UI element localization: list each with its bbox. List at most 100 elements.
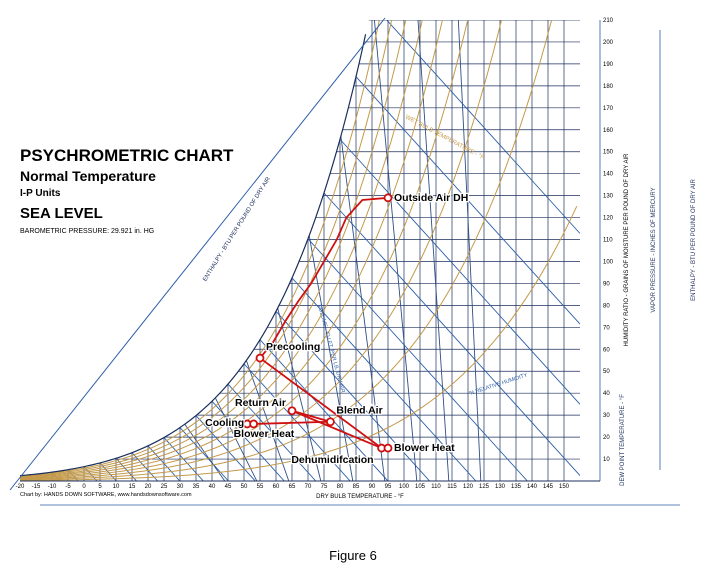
x-tick-label: 10: [113, 484, 120, 490]
state-point-label: Blower Heat: [234, 428, 295, 440]
y-tick-label: 200: [603, 40, 614, 46]
chart-subtitle: Normal Temperature: [20, 168, 156, 184]
process-segment: [259, 357, 383, 449]
x-tick-label: -10: [48, 484, 57, 490]
relative-humidity-curve: [20, 20, 578, 479]
y-tick-label: 190: [603, 62, 614, 68]
process-line-outside-precool: [259, 196, 389, 359]
x-tick-label: 140: [527, 484, 538, 490]
x-tick-label: 115: [447, 484, 457, 490]
wet-bulb-line: [323, 192, 580, 476]
relative-humidity-curve: [20, 20, 578, 480]
volume-line: [275, 301, 322, 481]
x-tick-label: 70: [305, 484, 312, 490]
chart-title: PSYCHROMETRIC CHART: [20, 146, 234, 165]
y-tick-label: 100: [603, 259, 614, 265]
y-tick-label: 10: [603, 457, 610, 463]
y-tick-label: 80: [603, 303, 610, 309]
x-tick-label: -15: [32, 484, 41, 490]
x-axis-label: DRY BULB TEMPERATURE - °F: [316, 494, 404, 500]
y-tick-label: 30: [603, 413, 610, 419]
x-tick-label: 45: [225, 484, 232, 490]
state-point-label: Cooling: [205, 417, 244, 429]
y-axis-label: HUMIDITY RATIO - GRAINS OF MOISTURE PER …: [624, 153, 630, 347]
y-tick-label: 140: [603, 172, 614, 178]
x-tick-label: 125: [479, 484, 490, 490]
state-point-label: Precooling: [266, 341, 320, 353]
y-tick-label: 90: [603, 281, 610, 287]
state-point-label: Blower Heat: [394, 442, 455, 454]
y-tick-label: 120: [603, 216, 614, 222]
volume-line: [403, 20, 450, 481]
relative-humidity-curve: [20, 20, 578, 478]
enthalpy-right-label: ENTHALPY - BTU PER POUND OF DRY AIR: [691, 178, 697, 300]
x-tick-label: 65: [289, 484, 296, 490]
state-point-label: Outside Air DH: [394, 192, 468, 204]
x-tick-label: 55: [257, 484, 264, 490]
vapor-pressure-label: VAPOR PRESSURE - INCHES OF MERCURY: [651, 187, 657, 312]
enthalpy-left-label: ENTHALPY - BTU PER POUND OF DRY AIR: [202, 176, 272, 283]
y-tick-label: 160: [603, 128, 614, 134]
y-tick-label: 20: [603, 435, 610, 441]
x-tick-label: 25: [161, 484, 168, 490]
state-point: [287, 406, 297, 416]
barometric-pressure: BAROMETRIC PRESSURE: 29.921 in. HG: [20, 228, 155, 235]
x-tick-label: 0: [82, 484, 86, 490]
state-point: [255, 353, 265, 363]
x-tick-label: 75: [321, 484, 328, 490]
state-point-label: Dehumidifcation: [291, 454, 373, 466]
state-point: [325, 417, 335, 427]
grid-layer: [20, 20, 580, 481]
wet-bulb-line: [163, 437, 204, 481]
y-tick-label: 70: [603, 325, 610, 331]
state-point-label: Blend Air: [336, 405, 382, 417]
saturation-curve: [19, 34, 367, 477]
x-tick-label: 110: [431, 484, 441, 490]
x-tick-label: 135: [511, 484, 522, 490]
relative-humidity-curve: [20, 20, 578, 481]
x-tick-label: 90: [369, 484, 376, 490]
chart-units: I-P Units: [20, 188, 61, 199]
x-tick-label: 30: [177, 484, 184, 490]
y-tick-label: 50: [603, 369, 610, 375]
x-tick-label: -5: [65, 484, 71, 490]
x-tick-label: 100: [399, 484, 410, 490]
volume-line: [211, 390, 258, 481]
enthalpy-scale-line: [9, 17, 386, 491]
x-tick-label: -20: [16, 484, 25, 490]
dew-point-label: DEW POINT TEMPERATURE - °F: [620, 394, 626, 486]
process-segment: [291, 409, 382, 449]
x-tick-label: 60: [273, 484, 280, 490]
relative-humidity-curve: [20, 20, 578, 478]
wet-bulb-line: [307, 238, 528, 481]
x-tick-label: 80: [337, 484, 344, 490]
state-point-label: Return Air: [235, 397, 286, 409]
relative-humidity-curve: [20, 205, 578, 481]
y-tick-label: 210: [603, 18, 614, 24]
x-tick-label: 15: [129, 484, 136, 490]
x-tick-label: 85: [353, 484, 360, 490]
x-tick-label: 95: [385, 484, 392, 490]
state-point: [383, 193, 393, 203]
y-tick-label: 130: [603, 194, 614, 200]
x-tick-label: 20: [145, 484, 152, 490]
chart-credit: Chart by: HANDS DOWN SOFTWARE, www.hands…: [20, 492, 192, 498]
x-tick-label: 35: [193, 484, 200, 490]
x-tick-label: 105: [415, 484, 426, 490]
x-tick-label: 120: [463, 484, 474, 490]
y-tick-label: 60: [603, 347, 610, 353]
y-tick-label: 150: [603, 150, 614, 156]
volume-line: [435, 20, 482, 481]
state-point: [383, 443, 393, 453]
volume-label: VOLUME - CU.FT. PER LB. DRY AIR: [316, 304, 345, 394]
relative-humidity-curve: [20, 20, 578, 479]
chart-location: SEA LEVEL: [20, 205, 103, 222]
wet-bulb-line: [195, 415, 256, 481]
volume-line: [243, 353, 290, 481]
figure-caption: Figure 6: [329, 548, 377, 563]
y-tick-label: 180: [603, 84, 614, 90]
x-tick-label: 145: [543, 484, 554, 490]
wet-bulb-line: [355, 76, 580, 325]
wet-bulb-line: [371, 20, 580, 234]
